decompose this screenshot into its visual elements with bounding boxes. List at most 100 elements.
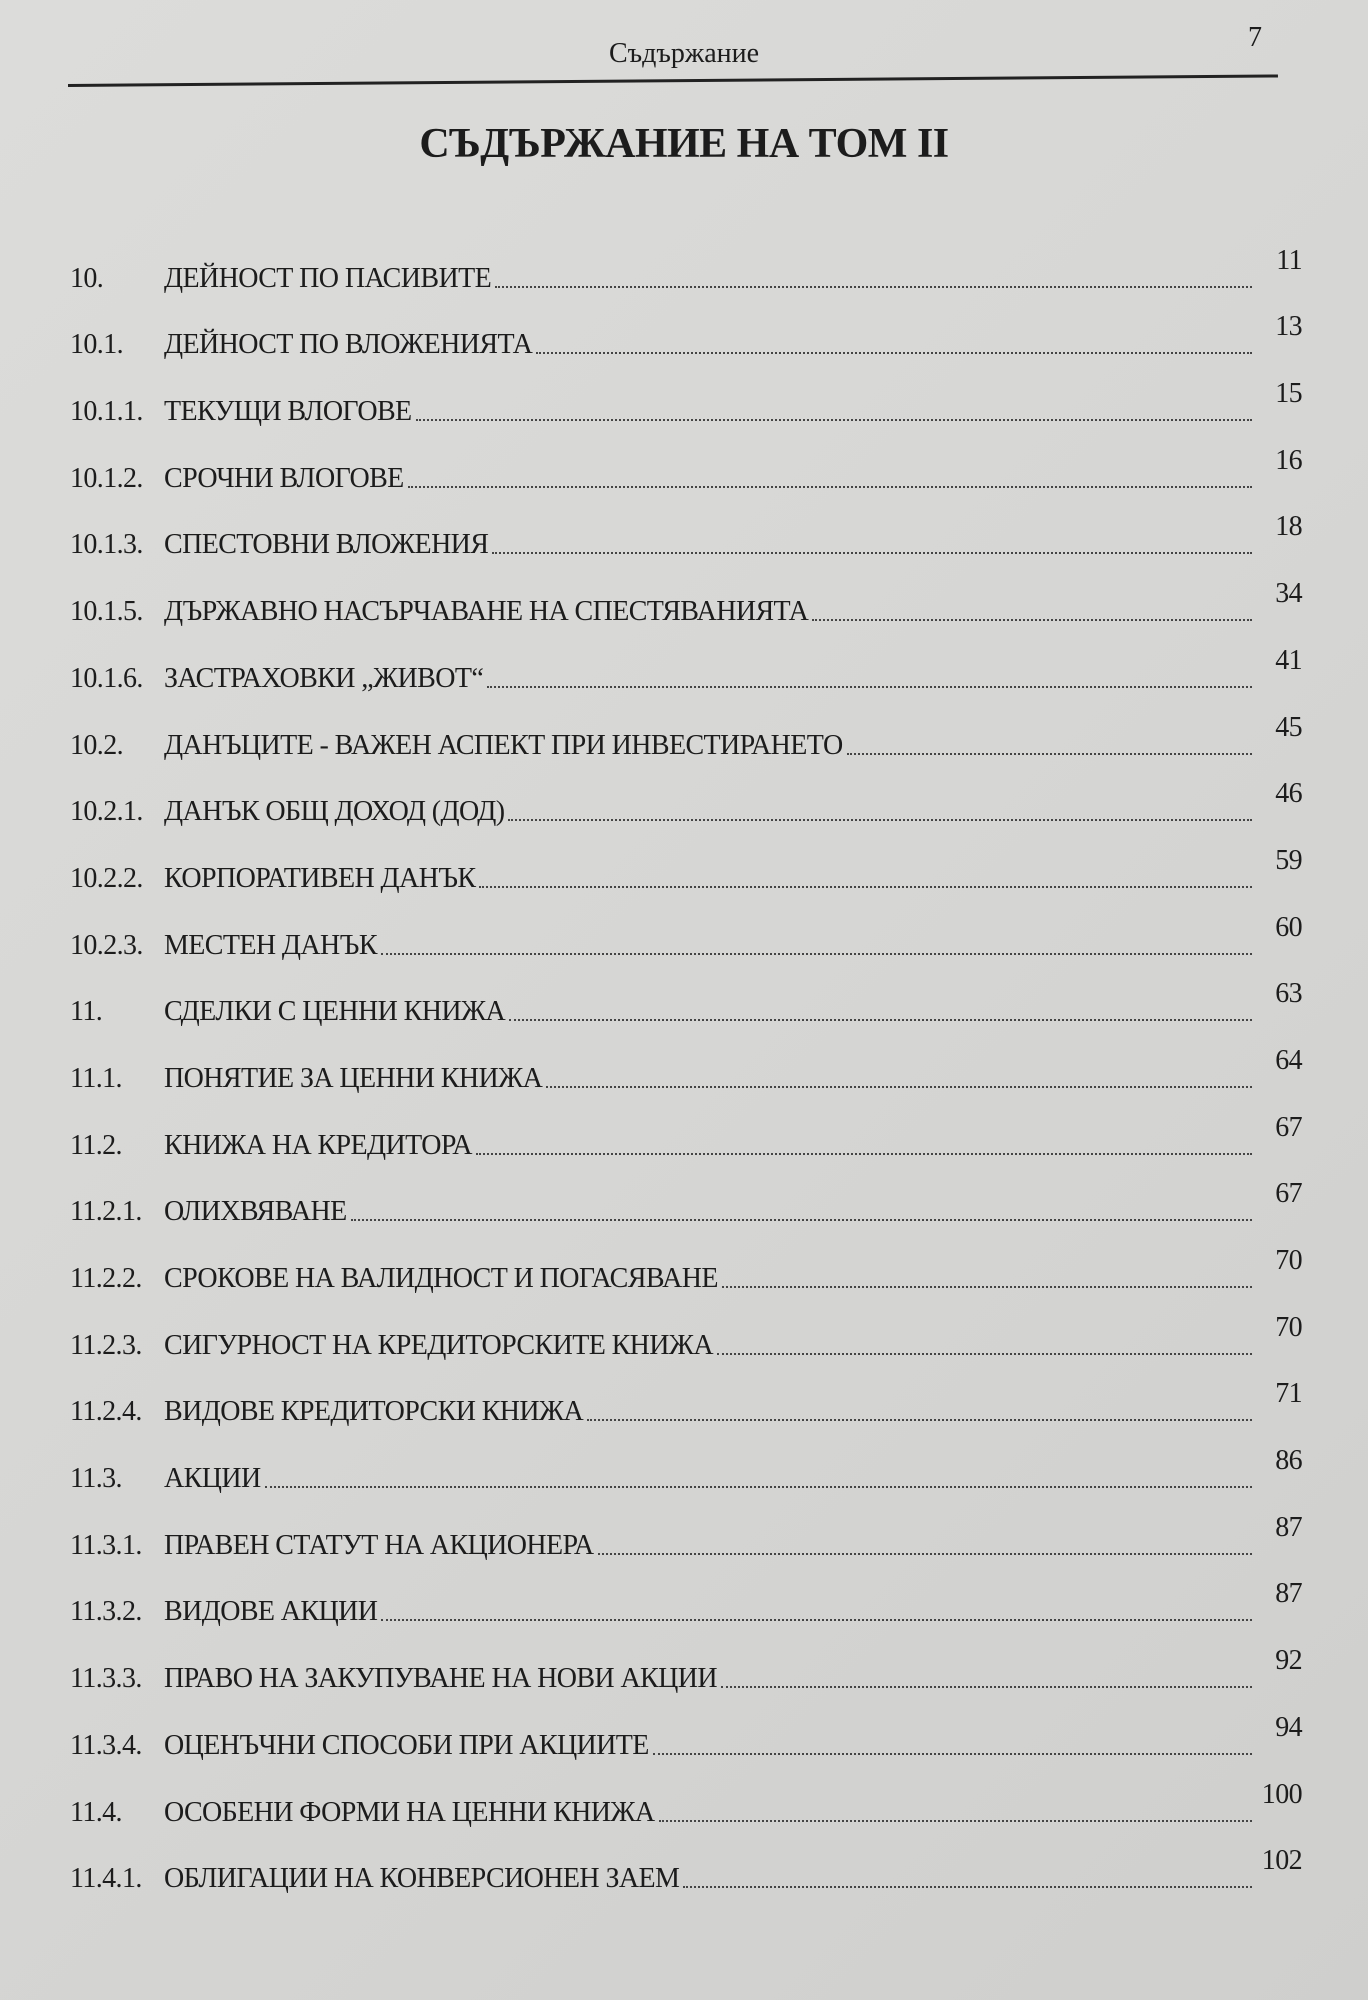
dot-leader [264, 1486, 1252, 1489]
entry-title: ПРАВО НА ЗАКУПУВАНЕ НА НОВИ АКЦИИ [164, 1663, 718, 1695]
entry-title: КОРПОРАТИВЕН ДАНЪК [164, 862, 476, 894]
toc-entry: 11.3.1. ПРАВЕН СТАТУТ НА АКЦИОНЕРА 87 [70, 1495, 1303, 1562]
entry-page: 13 [1275, 311, 1302, 343]
toc-entry: 11.2.3. СИГУРНОСТ НА КРЕДИТОРСКИТЕ КНИЖА 7… [70, 1295, 1303, 1362]
entry-title: ПОНЯТИЕ ЗА ЦЕННИ КНИЖА [164, 1062, 543, 1094]
toc-entry: 11.4. ОСОБЕНИ ФОРМИ НА ЦЕННИ КНИЖА 100 [70, 1762, 1303, 1829]
entry-title: ОСОБЕНИ ФОРМИ НА ЦЕННИ КНИЖА [164, 1796, 655, 1828]
dot-leader [350, 1219, 1252, 1222]
entry-number: 11.4.1. [70, 1863, 142, 1895]
entry-title: ДАНЪК ОБЩ ДОХОД (ДОД) [164, 796, 505, 828]
entry-number: 11.3. [70, 1463, 123, 1495]
dot-leader [658, 1819, 1252, 1822]
entry-page: 18 [1275, 511, 1302, 543]
entry-page: 60 [1275, 911, 1302, 943]
entry-page: 64 [1275, 1044, 1302, 1076]
entry-title: СДЕЛКИ С ЦЕННИ КНИЖА [164, 996, 506, 1028]
dot-leader [492, 552, 1252, 555]
toc-entry: 11.2.1. ОЛИХВЯВАНЕ 67 [70, 1162, 1303, 1229]
entry-page: 92 [1275, 1645, 1302, 1677]
toc-entry: 11.2. КНИЖА НА КРЕДИТОРА 67 [70, 1095, 1303, 1162]
entry-page: 59 [1275, 844, 1302, 876]
entry-page: 71 [1275, 1378, 1302, 1410]
entry-page: 70 [1275, 1311, 1302, 1343]
entry-number: 11. [70, 996, 103, 1028]
toc-entry: 11.3.4. ОЦЕНЪЧНИ СПОСОБИ ПРИ АКЦИИТЕ 94 [70, 1695, 1303, 1762]
dot-leader [652, 1752, 1252, 1755]
dot-leader [812, 619, 1252, 622]
entry-page: 100 [1261, 1778, 1303, 1810]
toc-entry: 10.1.5. ДЪРЖАВНО НАСЪРЧАВАНЕ НА СПЕСТЯВАН… [70, 561, 1303, 628]
entry-title: СРОЧНИ ВЛОГОВЕ [164, 462, 404, 494]
dot-leader [415, 419, 1252, 422]
entry-page: 67 [1275, 1178, 1302, 1210]
dot-leader [846, 752, 1252, 755]
entry-number: 11.2. [70, 1129, 123, 1161]
toc-entry: 11. СДЕЛКИ С ЦЕННИ КНИЖА 63 [70, 962, 1303, 1029]
table-of-contents: 10. ДЕЙНОСТ ПО ПАСИВИТЕ 11 10.1. ДЕЙНОСТ ПО … [70, 228, 1303, 1896]
entry-page: 34 [1275, 578, 1302, 610]
entry-page: 15 [1275, 378, 1302, 410]
entry-number: 11.1. [70, 1062, 123, 1094]
toc-entry: 10.2.3. МЕСТЕН ДАНЪК 60 [70, 895, 1303, 962]
page-title: СЪДЪРЖАНИЕ НА ТОМ II [419, 121, 949, 167]
entry-page: 70 [1275, 1245, 1302, 1276]
entry-title: ДЪРЖАВНО НАСЪРЧАВАНЕ НА СПЕСТЯВАНИЯТА [164, 596, 809, 628]
toc-entry: 11.1. ПОНЯТИЕ ЗА ЦЕННИ КНИЖА 64 [70, 1028, 1303, 1095]
toc-entry: 10.2. ДАНЪЦИТЕ - ВАЖЕН АСПЕКТ ПРИ ИНВЕСТИ… [70, 695, 1303, 762]
entry-title: ДЕЙНОСТ ПО ВЛОЖЕНИЯТА [164, 329, 533, 361]
toc-entry: 11.3.2. ВИДОВЕ АКЦИИ 87 [70, 1562, 1303, 1629]
entry-title: ОЛИХВЯВАНЕ [164, 1196, 347, 1228]
toc-entry: 11.3. АКЦИИ 86 [70, 1428, 1303, 1495]
entry-title: ДЕЙНОСТ ПО ПАСИВИТЕ [164, 262, 492, 294]
dot-leader [546, 1085, 1252, 1088]
toc-entry: 10.1. ДЕЙНОСТ ПО ВЛОЖЕНИЯТА 13 [70, 295, 1303, 362]
entry-title: КНИЖА НА КРЕДИТОРА [164, 1129, 473, 1161]
toc-entry: 11.2.2. СРОКОВЕ НА ВАЛИДНОСТ И ПОГАСЯВАНЕ… [70, 1228, 1303, 1295]
dot-leader [407, 485, 1252, 488]
dot-leader [717, 1352, 1252, 1355]
entry-title: СИГУРНОСТ НА КРЕДИТОРСКИТЕ КНИЖА [164, 1329, 714, 1361]
entry-title: ПРАВЕН СТАТУТ НА АКЦИОНЕРА [164, 1529, 594, 1561]
entry-page: 87 [1275, 1578, 1302, 1610]
entry-title: АКЦИИ [164, 1463, 261, 1495]
entry-title: СПЕСТОВНИ ВЛОЖЕНИЯ [164, 529, 489, 561]
entry-number: 11.3.3. [70, 1663, 142, 1695]
dot-leader [683, 1886, 1252, 1889]
toc-entry: 11.3.3. ПРАВО НА ЗАКУПУВАНЕ НА НОВИ АКЦИИ… [70, 1628, 1303, 1695]
toc-entry: 10.1.3. СПЕСТОВНИ ВЛОЖЕНИЯ 18 [70, 495, 1303, 562]
toc-entry: 10.2.2. КОРПОРАТИВЕН ДАНЪК 59 [70, 828, 1303, 895]
entry-number: 10.1.6. [70, 662, 143, 694]
dot-leader [508, 819, 1252, 822]
entry-number: 10.1.2. [70, 462, 143, 494]
dot-leader [495, 285, 1252, 288]
entry-number: 11.3.2. [70, 1596, 142, 1628]
entry-number: 10.1. [70, 329, 124, 361]
entry-title: ОБЛИГАЦИИ НА КОНВЕРСИОНЕН ЗАЕМ [164, 1863, 680, 1895]
dot-leader [721, 1686, 1252, 1689]
entry-page: 87 [1275, 1511, 1302, 1543]
entry-page: 41 [1275, 644, 1302, 676]
entry-number: 10.2.3. [70, 929, 143, 961]
entry-number: 11.2.4. [70, 1396, 142, 1428]
dot-leader [509, 1019, 1252, 1022]
entry-number: 11.3.1. [70, 1529, 142, 1561]
toc-entry: 10.1.1. ТЕКУЩИ ВЛОГОВЕ 15 [70, 361, 1303, 428]
entry-title: СРОКОВЕ НА ВАЛИДНОСТ И ПОГАСЯВАНЕ [164, 1263, 718, 1294]
entry-title: ВИДОВЕ КРЕДИТОРСКИ КНИЖА [164, 1396, 584, 1428]
entry-number: 11.2.3. [70, 1329, 142, 1361]
entry-title: МЕСТЕН ДАНЪК [164, 929, 377, 961]
entry-title: ЗАСТРАХОВКИ „ЖИВОТ“ [164, 662, 484, 694]
dot-leader [475, 1152, 1252, 1155]
entry-title: ОЦЕНЪЧНИ СПОСОБИ ПРИ АКЦИИТЕ [164, 1729, 649, 1761]
toc-entry: 11.4.1. ОБЛИГАЦИИ НА КОНВЕРСИОНЕН ЗАЕМ 102 [70, 1829, 1303, 1896]
entry-number: 11.4. [70, 1796, 123, 1828]
entry-title: ВИДОВЕ АКЦИИ [164, 1596, 378, 1628]
entry-number: 10. [70, 262, 104, 294]
toc-entry: 11.2.4. ВИДОВЕ КРЕДИТОРСКИ КНИЖА 71 [70, 1362, 1303, 1429]
entry-page: 86 [1275, 1445, 1302, 1477]
dot-leader [479, 885, 1252, 888]
entry-page: 46 [1275, 778, 1302, 810]
entry-number: 11.2.2. [70, 1263, 142, 1294]
toc-entry: 10.1.2. СРОЧНИ ВЛОГОВЕ 16 [70, 428, 1303, 495]
